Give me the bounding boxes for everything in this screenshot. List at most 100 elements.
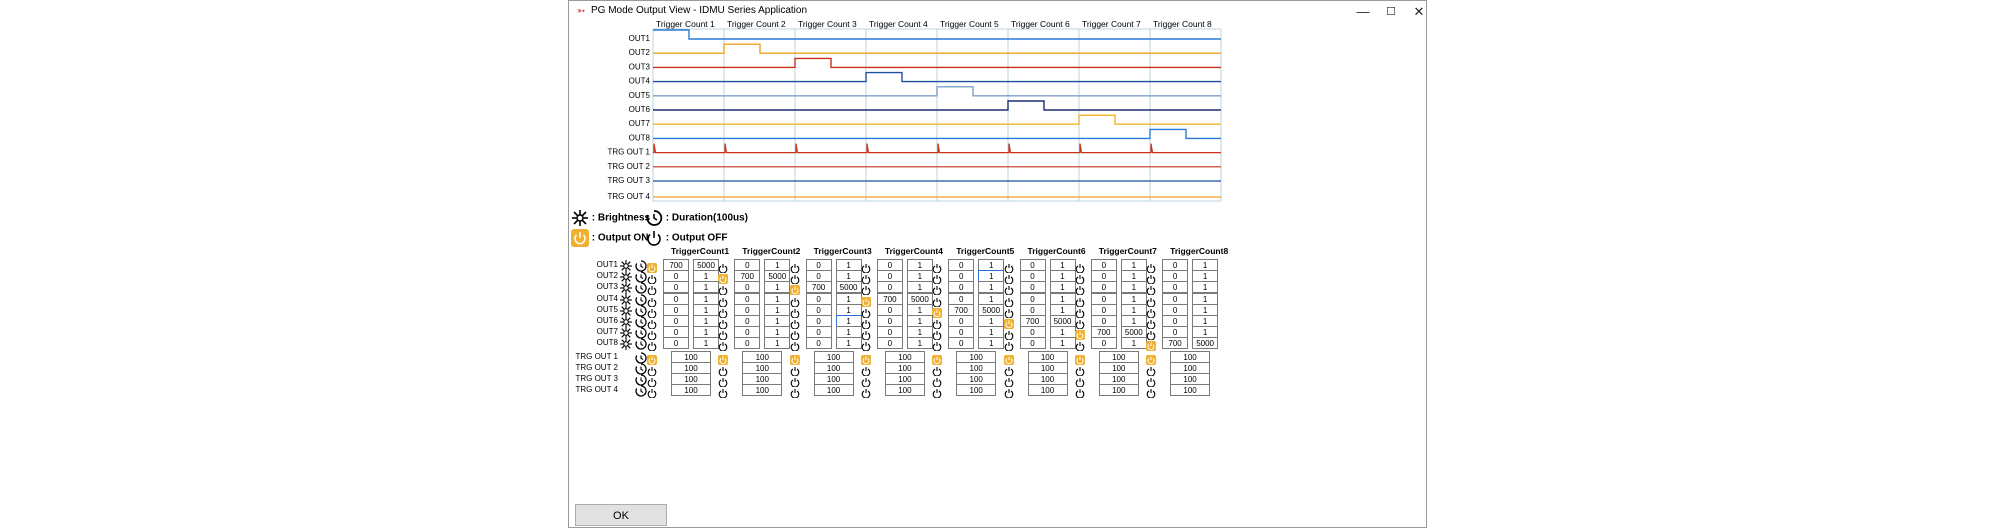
brightness-input[interactable]: 0 <box>1090 303 1117 316</box>
power-off-icon[interactable] <box>790 260 800 274</box>
power-off-icon[interactable] <box>1004 338 1014 352</box>
brightness-input[interactable]: 700 <box>1019 315 1046 327</box>
duration-input[interactable]: 1 <box>906 315 933 327</box>
brightness-input[interactable]: 0 <box>734 259 761 271</box>
duration-input[interactable]: 1 <box>764 337 791 350</box>
brightness-input[interactable]: 0 <box>805 303 832 316</box>
power-off-icon[interactable] <box>1075 338 1085 352</box>
duration-input[interactable]: 1 <box>1049 270 1076 283</box>
duration-input[interactable]: 1 <box>1120 315 1147 327</box>
trg-duration-input[interactable]: 100 <box>742 384 783 397</box>
power-on-icon[interactable] <box>789 282 800 296</box>
brightness-input[interactable]: 0 <box>1162 326 1189 339</box>
maximize-button[interactable]: ☐ <box>1386 6 1396 18</box>
duration-input[interactable]: 1 <box>906 281 933 294</box>
duration-input[interactable]: 5000 <box>1192 337 1219 350</box>
duration-input[interactable]: 1 <box>1120 292 1147 305</box>
trg-duration-input[interactable]: 100 <box>1170 350 1211 363</box>
duration-input[interactable]: 1 <box>764 292 791 305</box>
trg-duration-input[interactable]: 100 <box>742 373 783 385</box>
power-off-icon[interactable] <box>790 338 800 352</box>
duration-input[interactable]: 5000 <box>693 259 719 271</box>
brightness-input[interactable]: 0 <box>1019 303 1046 316</box>
duration-input[interactable]: 5000 <box>764 270 791 283</box>
brightness-input[interactable]: 0 <box>876 270 903 283</box>
duration-input[interactable]: 1 <box>906 337 933 350</box>
duration-input[interactable]: 5000 <box>906 292 933 305</box>
brightness-input[interactable]: 0 <box>1019 270 1046 283</box>
power-off-icon[interactable] <box>1146 271 1156 285</box>
power-off-icon[interactable] <box>1146 282 1156 296</box>
trg-duration-input[interactable]: 100 <box>1027 373 1068 385</box>
duration-input[interactable]: 1 <box>1049 292 1076 305</box>
trg-duration-input[interactable]: 100 <box>884 384 925 397</box>
duration-input[interactable]: 1 <box>906 270 933 283</box>
power-off-icon[interactable] <box>647 305 657 319</box>
power-on-icon[interactable] <box>1003 316 1014 329</box>
duration-input[interactable]: 1 <box>835 303 862 316</box>
brightness-input[interactable]: 0 <box>1162 315 1189 327</box>
power-off-icon[interactable] <box>861 385 871 399</box>
brightness-input[interactable]: 0 <box>805 270 832 283</box>
duration-input[interactable]: 5000 <box>1120 326 1147 339</box>
power-off-icon[interactable] <box>790 363 800 377</box>
power-off-icon[interactable] <box>1075 305 1085 319</box>
duration-input[interactable]: 1 <box>978 337 1005 350</box>
power-off-icon[interactable] <box>718 363 728 377</box>
brightness-input[interactable]: 0 <box>948 315 975 327</box>
power-off-icon[interactable] <box>1146 363 1156 377</box>
duration-input[interactable]: 1 <box>1049 281 1076 294</box>
brightness-input[interactable]: 0 <box>1090 281 1117 294</box>
brightness-input[interactable]: 0 <box>805 259 832 271</box>
duration-input[interactable]: 5000 <box>978 303 1005 316</box>
brightness-input[interactable]: 0 <box>1019 326 1046 339</box>
trg-duration-input[interactable]: 100 <box>1098 384 1139 397</box>
brightness-input[interactable]: 0 <box>663 303 689 316</box>
power-off-icon[interactable] <box>790 294 800 308</box>
duration-input[interactable]: 5000 <box>1049 315 1076 327</box>
brightness-input[interactable]: 0 <box>876 315 903 327</box>
power-off-icon[interactable] <box>1004 294 1014 308</box>
power-off-icon[interactable] <box>861 260 871 274</box>
trg-duration-input[interactable]: 100 <box>956 350 997 363</box>
duration-input[interactable]: 1 <box>693 337 719 350</box>
power-off-icon[interactable] <box>1146 374 1156 388</box>
brightness-input[interactable]: 700 <box>663 259 689 271</box>
trg-duration-input[interactable]: 100 <box>1098 361 1139 374</box>
duration-input[interactable]: 1 <box>835 259 862 271</box>
power-off-icon[interactable] <box>1075 316 1085 330</box>
brightness-input[interactable]: 0 <box>1162 303 1189 316</box>
duration-input[interactable]: 1 <box>764 259 791 271</box>
brightness-input[interactable]: 0 <box>1162 281 1189 294</box>
duration-input[interactable]: 1 <box>978 326 1005 339</box>
power-off-icon[interactable] <box>1075 271 1085 285</box>
duration-input[interactable]: 1 <box>693 326 719 339</box>
brightness-input[interactable]: 700 <box>734 270 761 283</box>
trg-duration-input[interactable]: 100 <box>1027 384 1068 397</box>
power-off-icon[interactable] <box>718 260 728 274</box>
duration-input[interactable]: 5000 <box>835 281 862 294</box>
power-off-icon[interactable] <box>647 363 657 377</box>
duration-input[interactable]: 1 <box>1049 303 1076 316</box>
power-off-icon[interactable] <box>932 374 942 388</box>
power-off-icon[interactable] <box>1146 260 1156 274</box>
close-button[interactable]: ✕ <box>1413 4 1425 19</box>
power-off-icon[interactable] <box>647 327 657 341</box>
power-off-icon[interactable] <box>932 271 942 285</box>
power-off-icon[interactable] <box>1075 260 1085 274</box>
duration-input[interactable]: 1 <box>1120 270 1147 283</box>
duration-input[interactable]: 1 <box>835 337 862 350</box>
duration-input[interactable]: 1 <box>835 326 862 339</box>
trg-duration-input[interactable]: 100 <box>884 373 925 385</box>
power-on-icon[interactable] <box>932 352 943 365</box>
brightness-input[interactable]: 0 <box>734 315 761 327</box>
brightness-input[interactable]: 0 <box>805 326 832 339</box>
duration-input[interactable]: 1 <box>1192 326 1219 339</box>
power-off-icon[interactable] <box>1004 327 1014 341</box>
power-off-icon[interactable] <box>718 282 728 296</box>
power-on-icon[interactable] <box>718 271 729 285</box>
trg-duration-input[interactable]: 100 <box>1098 350 1139 363</box>
power-off-icon[interactable] <box>932 282 942 296</box>
brightness-input[interactable]: 0 <box>805 292 832 305</box>
duration-input[interactable]: 1 <box>835 315 862 327</box>
